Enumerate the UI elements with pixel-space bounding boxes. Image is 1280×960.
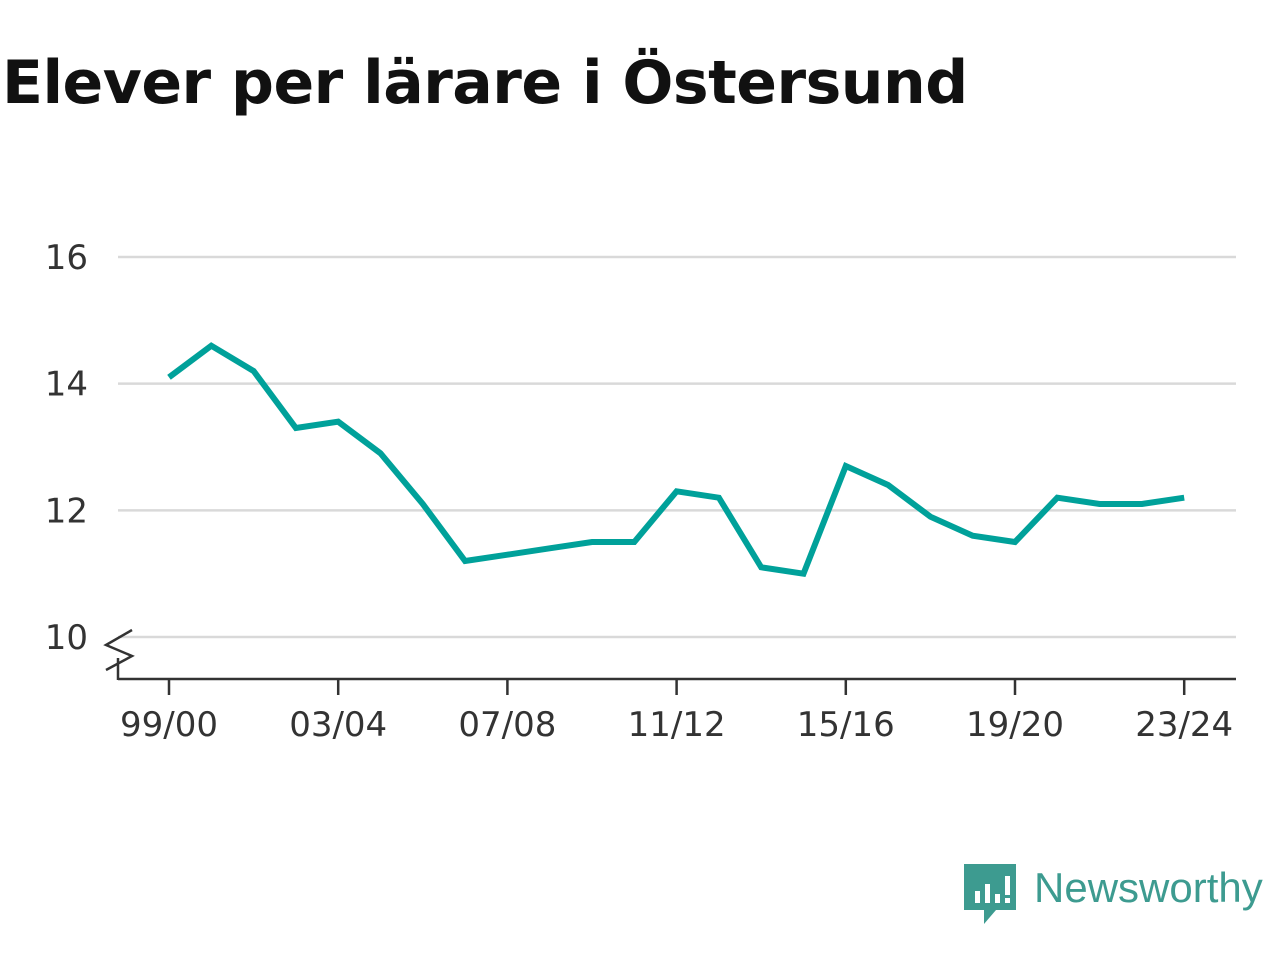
brand-logo: Newsworthy: [964, 864, 1263, 926]
gridlines: [118, 255, 1236, 639]
x-tick-label: 11/12: [628, 705, 726, 745]
x-tick-label: 15/16: [797, 705, 895, 745]
y-tick-labels: 10 12 14 16: [45, 238, 88, 658]
x-tick-label: 19/20: [966, 705, 1064, 745]
y-axis-break-icon: [103, 628, 135, 672]
newsworthy-logo-icon: [964, 864, 1016, 924]
x-tick-label: 23/24: [1135, 705, 1233, 745]
brand-name: Newsworthy: [1034, 864, 1263, 911]
x-tick-label: 07/08: [458, 705, 556, 745]
x-tick-label: 99/00: [120, 705, 218, 745]
y-tick-label: 12: [45, 491, 88, 531]
chart-title: Elever per lärare i Östersund: [2, 48, 968, 118]
series-group: [167, 342, 1185, 578]
y-tick-label: 16: [45, 238, 88, 278]
series-line: [167, 342, 1185, 578]
x-axis: [116, 658, 1236, 681]
y-tick-label: 10: [45, 618, 88, 658]
x-tick-label: 03/04: [289, 705, 387, 745]
y-tick-label: 14: [45, 365, 88, 405]
x-tick-labels: 99/00 03/04 07/08 11/12 15/16 19/20 23/24: [120, 679, 1233, 745]
